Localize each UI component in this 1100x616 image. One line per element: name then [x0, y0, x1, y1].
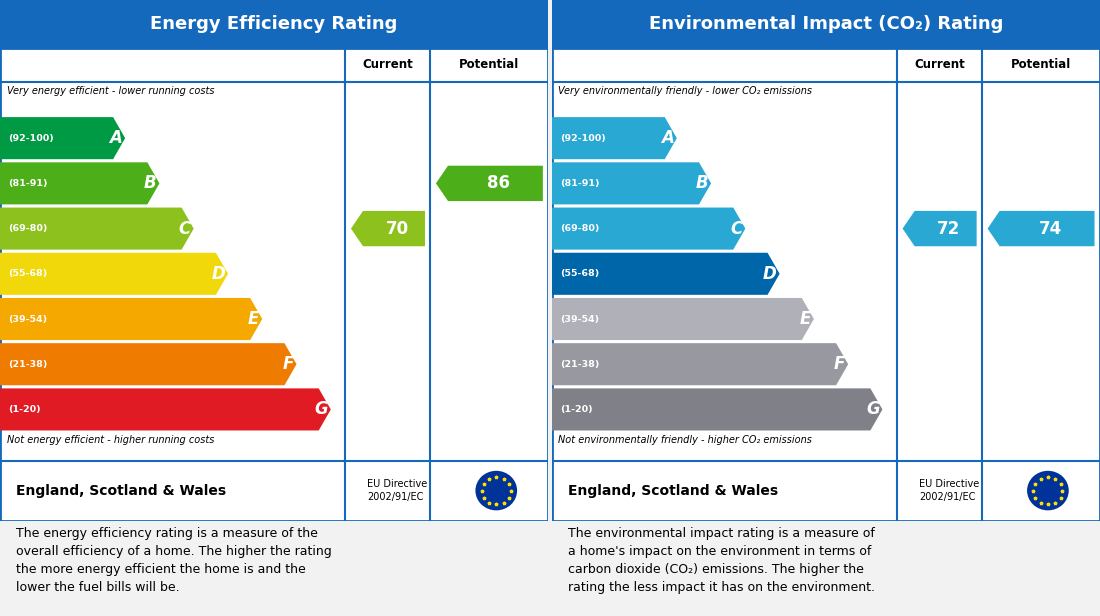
Text: (55-68): (55-68) [560, 269, 600, 278]
Text: (39-54): (39-54) [8, 315, 47, 323]
Text: (69-80): (69-80) [8, 224, 47, 233]
Text: Very energy efficient - lower running costs: Very energy efficient - lower running co… [7, 86, 214, 96]
Text: Current: Current [914, 59, 965, 71]
Polygon shape [551, 117, 676, 159]
Bar [0, 0, 548, 48]
Polygon shape [436, 166, 543, 201]
Text: Not environmentally friendly - higher CO₂ emissions: Not environmentally friendly - higher CO… [558, 435, 812, 445]
Text: The environmental impact rating is a measure of
a home's impact on the environme: The environmental impact rating is a mea… [568, 527, 876, 594]
Polygon shape [551, 163, 711, 205]
Text: F: F [283, 355, 294, 373]
Polygon shape [0, 117, 125, 159]
Text: A: A [110, 129, 122, 147]
Text: B: B [144, 174, 156, 192]
Text: Current: Current [363, 59, 414, 71]
Text: B: B [695, 174, 708, 192]
Text: C: C [178, 219, 191, 238]
Polygon shape [551, 208, 746, 249]
Text: (21-38): (21-38) [560, 360, 600, 369]
Text: G: G [866, 400, 880, 418]
Polygon shape [551, 298, 814, 340]
Polygon shape [988, 211, 1094, 246]
Text: (92-100): (92-100) [8, 134, 54, 143]
Text: E: E [249, 310, 260, 328]
Text: 74: 74 [1038, 219, 1061, 238]
Text: The energy efficiency rating is a measure of the
overall efficiency of a home. T: The energy efficiency rating is a measur… [16, 527, 332, 594]
Polygon shape [551, 388, 882, 431]
Circle shape [1027, 471, 1069, 511]
Polygon shape [0, 388, 331, 431]
Text: England, Scotland & Wales: England, Scotland & Wales [568, 484, 778, 498]
Text: Very environmentally friendly - lower CO₂ emissions: Very environmentally friendly - lower CO… [558, 86, 812, 96]
Text: EU Directive
2002/91/EC: EU Directive 2002/91/EC [918, 479, 979, 502]
Text: Energy Efficiency Rating: Energy Efficiency Rating [151, 15, 398, 33]
Text: 86: 86 [487, 174, 510, 192]
Text: England, Scotland & Wales: England, Scotland & Wales [16, 484, 227, 498]
Text: 70: 70 [385, 219, 408, 238]
Text: G: G [315, 400, 328, 418]
Text: (81-91): (81-91) [560, 179, 600, 188]
Text: D: D [763, 265, 777, 283]
Text: Not energy efficient - higher running costs: Not energy efficient - higher running co… [7, 435, 214, 445]
Polygon shape [0, 163, 160, 205]
Text: Environmental Impact (CO₂) Rating: Environmental Impact (CO₂) Rating [649, 15, 1003, 33]
Text: (81-91): (81-91) [8, 179, 47, 188]
Text: (69-80): (69-80) [560, 224, 600, 233]
Text: E: E [800, 310, 811, 328]
Text: A: A [661, 129, 674, 147]
Polygon shape [903, 211, 977, 246]
Polygon shape [0, 253, 228, 295]
Text: (21-38): (21-38) [8, 360, 47, 369]
Polygon shape [0, 343, 297, 385]
Text: (39-54): (39-54) [560, 315, 600, 323]
Text: (92-100): (92-100) [560, 134, 606, 143]
Polygon shape [0, 208, 194, 249]
Circle shape [475, 471, 517, 511]
Bar [551, 0, 1100, 48]
Text: C: C [730, 219, 743, 238]
Text: 72: 72 [937, 219, 960, 238]
Polygon shape [0, 298, 262, 340]
Text: Potential: Potential [1011, 59, 1071, 71]
Polygon shape [551, 343, 848, 385]
Text: F: F [834, 355, 846, 373]
Text: D: D [211, 265, 226, 283]
Polygon shape [351, 211, 425, 246]
Polygon shape [551, 253, 780, 295]
Text: EU Directive
2002/91/EC: EU Directive 2002/91/EC [367, 479, 428, 502]
Text: (1-20): (1-20) [560, 405, 593, 414]
Text: (55-68): (55-68) [8, 269, 47, 278]
Text: (1-20): (1-20) [8, 405, 41, 414]
Text: Potential: Potential [460, 59, 519, 71]
